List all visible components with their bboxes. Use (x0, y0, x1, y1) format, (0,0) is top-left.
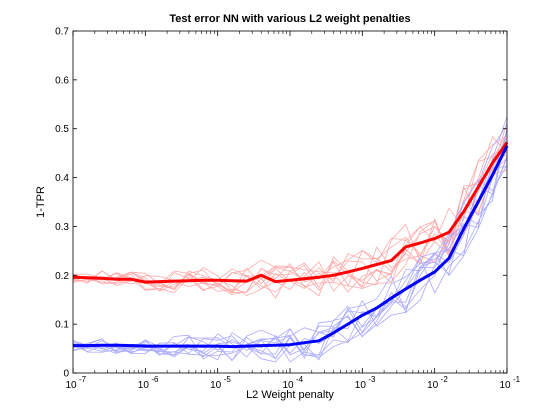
y-tick-label: 0.3 (55, 222, 69, 233)
run-line (72, 135, 508, 294)
y-axis-label: 1-TPR (35, 186, 47, 218)
run-line (72, 148, 508, 291)
x-tick-label: 10 (499, 380, 511, 391)
x-tick-exponent: -2 (441, 375, 449, 384)
run-line (72, 164, 508, 361)
x-tick-label: 10 (138, 380, 150, 391)
run-line (72, 151, 508, 293)
y-tick-label: 0.7 (55, 27, 69, 38)
y-tick-label: 0.4 (55, 173, 69, 184)
x-tick-exponent: -6 (151, 375, 159, 384)
y-tick-label: 0.2 (55, 271, 69, 282)
mean-series (72, 141, 509, 349)
run-line (72, 155, 508, 363)
axis-ticks: 00.10.20.30.40.50.60.710-710-610-510-410… (55, 27, 521, 392)
run-line (72, 157, 508, 361)
run-line (72, 136, 508, 294)
run-line (72, 130, 508, 355)
x-tick-exponent: -3 (368, 375, 376, 384)
x-tick-label: 10 (282, 380, 294, 391)
plot-area-frame (72, 30, 508, 374)
y-tick-label: 0 (63, 369, 69, 380)
x-tick-exponent: -4 (296, 375, 304, 384)
x-tick-exponent: -1 (513, 375, 521, 384)
x-tick-exponent: -7 (79, 375, 87, 384)
run-line (72, 116, 508, 360)
y-tick-label: 0.6 (55, 75, 69, 86)
run-line (72, 137, 508, 293)
mean-line-blue (73, 145, 509, 349)
mean-line-red (72, 141, 509, 284)
x-tick-exponent: -5 (224, 375, 232, 384)
run-line (72, 166, 508, 360)
y-tick-label: 0.1 (55, 320, 69, 331)
x-tick-label: 10 (210, 380, 222, 391)
x-tick-label: 10 (355, 380, 367, 391)
x-axis-label: L2 Weight penalty (246, 389, 334, 401)
run-line (72, 128, 508, 355)
x-tick-label: 10 (427, 380, 439, 391)
chart-title: Test error NN with various L2 weight pen… (169, 13, 410, 25)
individual-runs (72, 116, 508, 363)
run-line (72, 122, 508, 297)
run-line (72, 154, 508, 360)
y-tick-label: 0.5 (55, 124, 69, 135)
x-tick-label: 10 (65, 380, 77, 391)
